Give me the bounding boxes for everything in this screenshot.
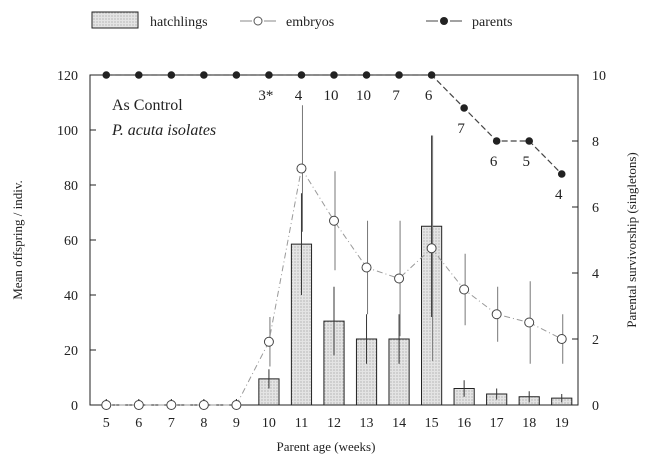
y-tick-label: 40 — [64, 289, 78, 304]
parent-count-label: 4 — [555, 187, 563, 203]
parent-point — [167, 71, 176, 79]
parent-point — [492, 137, 501, 145]
y-tick-label: 0 — [71, 399, 78, 414]
legend-hatchlings-swatch — [91, 11, 139, 29]
legend-embryos-marker — [253, 16, 263, 26]
y-tick-label: 120 — [57, 69, 78, 84]
parent-point — [200, 71, 208, 79]
x-tick-label: 19 — [555, 416, 569, 431]
x-tick-label: 10 — [262, 416, 276, 431]
x-tick-label: 14 — [392, 416, 406, 431]
y2-tick-label: 8 — [592, 135, 599, 150]
left-axis: 0 20 40 60 80 100 120 — [57, 69, 96, 414]
parent-point — [460, 104, 468, 112]
x-tick-label: 7 — [168, 416, 175, 431]
y2-tick-label: 10 — [592, 69, 606, 84]
x-tick-label: 6 — [135, 416, 142, 431]
parent-count-label: 7 — [392, 88, 400, 104]
legend: hatchlings embryos parents — [91, 11, 512, 30]
parent-point — [557, 170, 566, 178]
parent-count-label: 6 — [425, 88, 433, 104]
parent-point — [525, 137, 533, 145]
legend-hatchlings-label: hatchlings — [150, 15, 208, 30]
parent-point — [135, 71, 143, 79]
parent-point — [265, 71, 273, 79]
x-tick-label: 5 — [103, 416, 110, 431]
embryo-point — [101, 400, 112, 410]
x-tick-label: 16 — [457, 416, 471, 431]
y-tick-label: 60 — [64, 234, 78, 249]
embryo-point — [556, 334, 567, 344]
embryo-point — [491, 309, 502, 320]
x-tick-label: 8 — [200, 416, 207, 431]
legend-parents-marker — [440, 17, 448, 25]
embryo-series — [101, 163, 567, 410]
y-axis-title: Mean offspring / indiv. — [10, 180, 25, 300]
parent-point — [232, 71, 241, 79]
y2-tick-label: 6 — [592, 201, 599, 216]
parent-point — [395, 71, 403, 79]
embryo-point — [426, 243, 437, 254]
parent-point — [330, 71, 338, 79]
parent-count-label: 3* — [258, 88, 273, 104]
x-tick-label: 17 — [490, 416, 504, 431]
embryo-point — [329, 215, 339, 226]
parent-count-label: 6 — [490, 154, 498, 170]
embryo-point — [166, 400, 177, 410]
legend-embryos-label: embryos — [286, 15, 334, 30]
parent-count-label: 10 — [324, 88, 339, 104]
embryo-point — [133, 400, 144, 410]
annotation-isolates: P. acuta isolates — [111, 122, 216, 139]
y2-tick-label: 2 — [592, 333, 599, 348]
parent-series — [102, 71, 566, 178]
parent-point — [297, 71, 306, 79]
embryo-point — [459, 284, 470, 295]
y2-tick-label: 0 — [592, 399, 599, 414]
x-tick-label: 9 — [233, 416, 240, 431]
x-tick-label: 13 — [360, 416, 374, 431]
x-tick-label: 15 — [425, 416, 439, 431]
annotation-control: As Control — [112, 97, 183, 114]
parent-count-label: 5 — [522, 154, 530, 170]
parent-point — [362, 71, 371, 79]
parent-count-label: 10 — [356, 88, 371, 104]
embryo-point — [394, 273, 405, 284]
x-tick-label: 12 — [327, 416, 341, 431]
x-axis-title: Parent age (weeks) — [277, 439, 376, 454]
parent-count-label: 4 — [295, 88, 303, 104]
x-tick-label: 11 — [295, 416, 308, 431]
y-tick-label: 80 — [64, 179, 78, 194]
embryo-point — [263, 336, 274, 347]
right-axis: 0 2 4 6 8 10 — [572, 69, 606, 414]
y2-axis-title: Parental survivorship (singletons) — [624, 152, 639, 327]
embryo-point — [296, 163, 307, 174]
embryo-line — [106, 167, 562, 406]
legend-parents-label: parents — [472, 15, 512, 30]
y-tick-label: 20 — [64, 344, 78, 359]
embryo-point — [524, 317, 535, 328]
parent-point — [102, 71, 111, 79]
embryo-point — [198, 400, 209, 410]
embryo-point — [231, 400, 242, 410]
x-tick-label: 18 — [522, 416, 536, 431]
embryo-error-bars — [269, 105, 564, 367]
y2-tick-label: 4 — [592, 267, 599, 282]
parent-count-labels: 3* 4 10 10 7 6 7 6 5 4 — [258, 88, 563, 203]
hatchling-error-bars — [268, 135, 563, 403]
parent-count-label: 7 — [457, 121, 465, 137]
embryo-point — [361, 262, 372, 273]
y-tick-label: 100 — [57, 124, 78, 139]
hatchling-bars — [258, 225, 573, 406]
parent-point — [427, 71, 436, 79]
